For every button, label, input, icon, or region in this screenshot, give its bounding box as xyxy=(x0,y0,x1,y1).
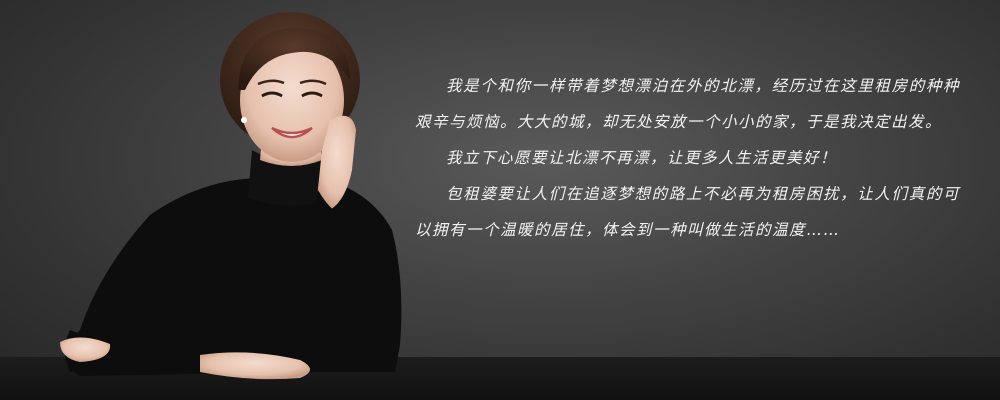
intro-paragraph-3: 包租婆要让人们在追逐梦想的路上不必再为租房困扰，让人们真的可以拥有一个温暖的居住… xyxy=(415,185,960,239)
intro-text: 我是个和你一样带着梦想漂泊在外的北漂，经历过在这里租房的种种艰辛与烦恼。大大的城… xyxy=(415,68,960,248)
portrait-photo xyxy=(60,12,402,380)
intro-paragraph-1: 我是个和你一样带着梦想漂泊在外的北漂，经历过在这里租房的种种艰辛与烦恼。大大的城… xyxy=(415,77,960,131)
intro-paragraph-2: 我立下心愿要让北漂不再漂，让更多人生活更美好！ xyxy=(446,149,838,167)
